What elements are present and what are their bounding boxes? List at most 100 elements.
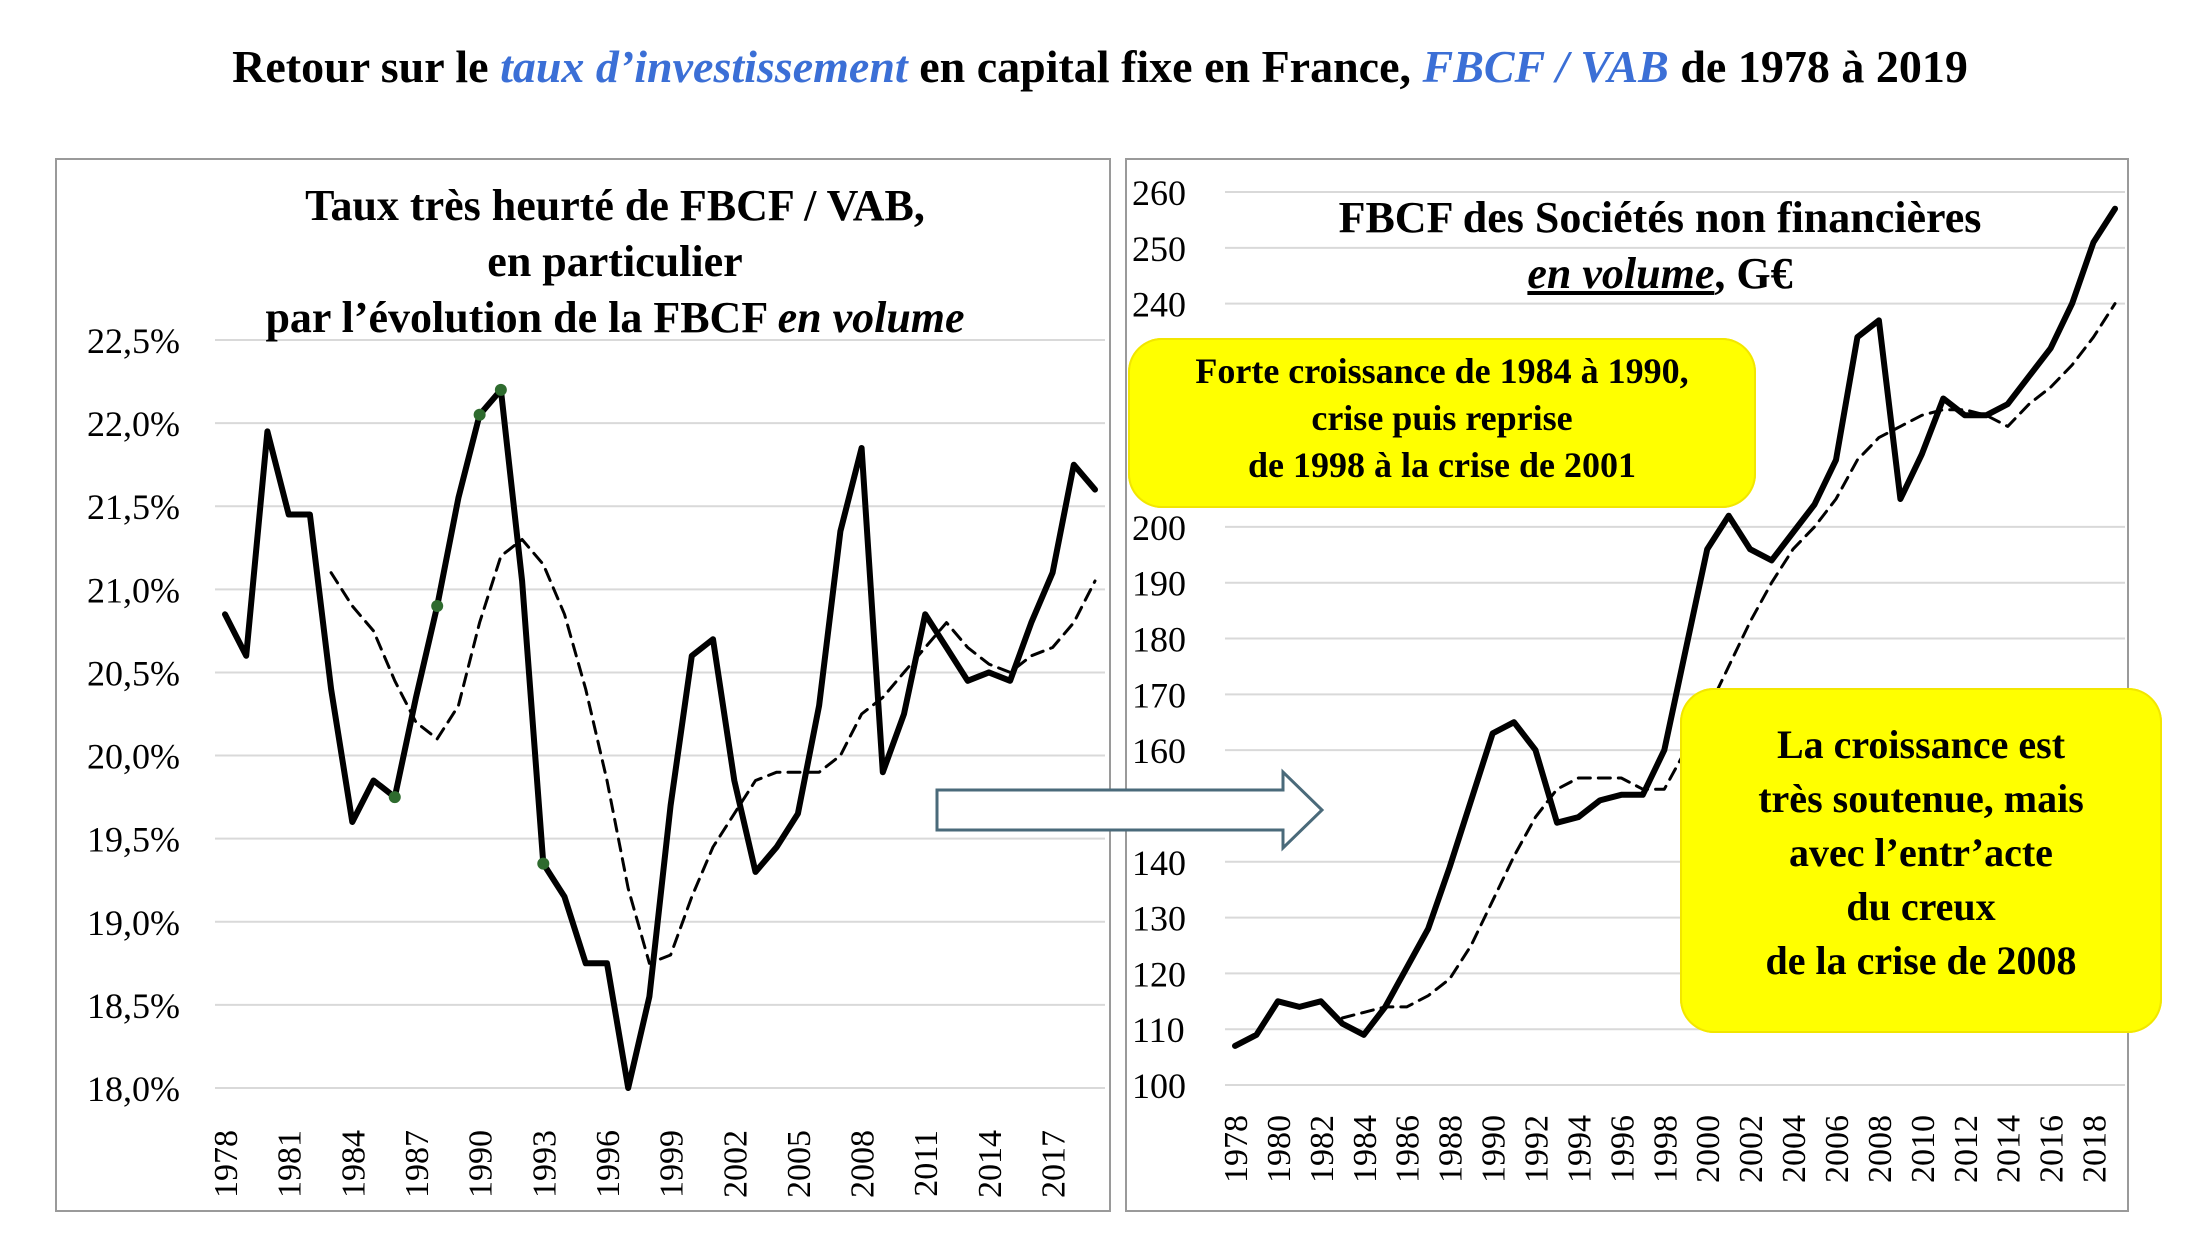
callout-2-line-4: du creux [1846, 884, 1996, 929]
left-x-tick-label: 2008 [845, 1130, 882, 1198]
right-y-tick-label: 180 [1132, 620, 1186, 660]
right-series-dashed [1340, 302, 2117, 1020]
right-y-tick-label: 190 [1132, 564, 1186, 604]
right-y-tick-label: 100 [1132, 1066, 1186, 1106]
left-title-line-3a: par l’évolution de la FBCF [265, 293, 778, 342]
left-y-tick-label: 20,0% [87, 737, 180, 777]
left-y-tick-label: 22,0% [87, 404, 180, 444]
left-data-marker [473, 408, 486, 421]
right-y-tick-label: 160 [1132, 731, 1186, 771]
right-y-tick-label: 260 [1132, 173, 1186, 213]
left-y-tick-label: 21,5% [87, 487, 180, 527]
callout-growth-2008: La croissance est très soutenue, mais av… [1680, 688, 2162, 1033]
right-title-line-2b: , G€ [1714, 249, 1793, 298]
callout-2-line-2: très soutenue, mais [1758, 776, 2084, 821]
right-x-tick-label: 2004 [1776, 1115, 1813, 1183]
right-x-tick-label: 2014 [1991, 1115, 2028, 1183]
title-part-2: taux d’investissement [500, 41, 908, 92]
left-y-tick-label: 22,5% [87, 321, 180, 361]
left-title-line-3b: en volume [777, 293, 965, 342]
right-x-tick-label: 2010 [1905, 1115, 1942, 1183]
left-grid [215, 339, 1105, 1089]
callout-1-line-2: crise puis reprise [1311, 398, 1573, 438]
right-x-tick-label: 1990 [1476, 1115, 1513, 1183]
right-panel-title: FBCF des Sociétés non financières en vol… [1240, 190, 2080, 302]
callout-2-line-3: avec l’entr’acte [1789, 830, 2053, 875]
left-x-tick-label: 2014 [972, 1130, 1009, 1198]
left-x-tick-label: 1990 [463, 1130, 500, 1198]
left-x-tick-label: 2002 [717, 1130, 754, 1198]
right-y-tick-label: 240 [1132, 285, 1186, 325]
title-part-3: en capital fixe en France, [907, 41, 1423, 92]
left-labels: 18,0% 18,5% 19,0% 19,5% 20,0% 20,5% 21,0% 21,5%… [87, 321, 1073, 1198]
right-title-line-2a: en volume [1527, 249, 1715, 298]
right-x-tick-label: 1980 [1261, 1115, 1298, 1183]
title-part-5: de 1978 à 2019 [1668, 41, 1968, 92]
right-chart-panel [1125, 158, 2129, 1212]
left-x-tick-label: 1978 [208, 1130, 245, 1198]
right-x-tick-label: 2016 [2034, 1115, 2071, 1183]
left-y-tick-label: 19,0% [87, 903, 180, 943]
right-y-tick-label: 200 [1132, 508, 1186, 548]
right-x-tick-label: 2002 [1733, 1115, 1770, 1183]
callout-growth-1984-1990: Forte croissance de 1984 à 1990, crise p… [1128, 338, 1756, 508]
left-x-tick-label: 1984 [335, 1130, 372, 1198]
right-x-tick-label: 1996 [1604, 1115, 1641, 1183]
right-x-tick-label: 1982 [1304, 1115, 1341, 1183]
right-y-tick-label: 130 [1132, 899, 1186, 939]
right-series-solid [1232, 205, 2118, 1049]
left-series-solid [222, 386, 1098, 1091]
right-x-tick-label: 2018 [2077, 1115, 2114, 1183]
right-x-tick-label: 2012 [1948, 1115, 1985, 1183]
right-x-tick-label: 1984 [1347, 1115, 1384, 1183]
right-x-tick-label: 1978 [1218, 1115, 1255, 1183]
left-data-marker [388, 791, 401, 804]
right-labels: 100 110 120 130 140 160 170 180 190 200 240 250 260 1… [1132, 173, 2114, 1183]
callout-1-line-3: de 1998 à la crise de 2001 [1248, 445, 1636, 485]
right-x-tick-label: 1988 [1433, 1115, 1470, 1183]
left-y-tick-label: 18,0% [87, 1069, 180, 1109]
left-title-line-2: en particulier [487, 237, 743, 286]
right-x-tick-label: 1992 [1518, 1115, 1555, 1183]
left-x-tick-label: 2017 [1036, 1130, 1073, 1198]
left-y-tick-label: 18,5% [87, 986, 180, 1026]
right-y-tick-label: 110 [1132, 1010, 1185, 1050]
left-x-tick-label: 1993 [526, 1130, 563, 1198]
right-y-tick-label: 250 [1132, 229, 1186, 269]
left-data-marker [494, 383, 507, 396]
right-x-tick-label: 2006 [1819, 1115, 1856, 1183]
left-y-tick-label: 20,5% [87, 653, 180, 693]
title-part-1: Retour sur le [232, 41, 501, 92]
arrow-right-icon [935, 768, 1325, 852]
left-x-tick-label: 1987 [399, 1130, 436, 1198]
right-series [1232, 205, 2118, 1049]
left-x-tick-label: 1996 [590, 1130, 627, 1198]
left-x-tick-label: 2005 [781, 1130, 818, 1198]
right-y-tick-label: 140 [1132, 843, 1186, 883]
left-y-tick-label: 21,0% [87, 570, 180, 610]
left-series [222, 383, 1098, 1091]
arrow-right-shape [935, 768, 1325, 852]
right-x-tick-label: 2000 [1690, 1115, 1727, 1183]
right-x-tick-label: 2008 [1862, 1115, 1899, 1183]
left-x-tick-label: 1981 [272, 1130, 309, 1198]
left-x-tick-label: 1999 [654, 1130, 691, 1198]
title-part-4: FBCF / VAB [1422, 41, 1669, 92]
left-x-tick-label: 2011 [908, 1130, 945, 1197]
main-title: Retour sur le taux d’investissement en c… [0, 40, 2200, 93]
right-title-line-1: FBCF des Sociétés non financières [1338, 193, 1982, 242]
left-panel-title: Taux très heurté de FBCF / VAB, en parti… [140, 178, 1090, 346]
left-y-tick-label: 19,5% [87, 820, 180, 860]
callout-1-line-1: Forte croissance de 1984 à 1990, [1195, 351, 1689, 391]
callout-2-line-1: La croissance est [1776, 722, 2066, 767]
right-y-tick-label: 120 [1132, 954, 1186, 994]
right-x-tick-label: 1998 [1647, 1115, 1684, 1183]
callout-2-line-5: de la crise de 2008 [1765, 938, 2077, 983]
right-y-tick-label: 170 [1132, 675, 1186, 715]
left-data-marker [537, 857, 550, 870]
left-title-line-1: Taux très heurté de FBCF / VAB, [305, 181, 925, 230]
left-series-dashed [329, 538, 1097, 965]
right-x-tick-label: 1986 [1390, 1115, 1427, 1183]
left-data-marker [431, 599, 444, 612]
